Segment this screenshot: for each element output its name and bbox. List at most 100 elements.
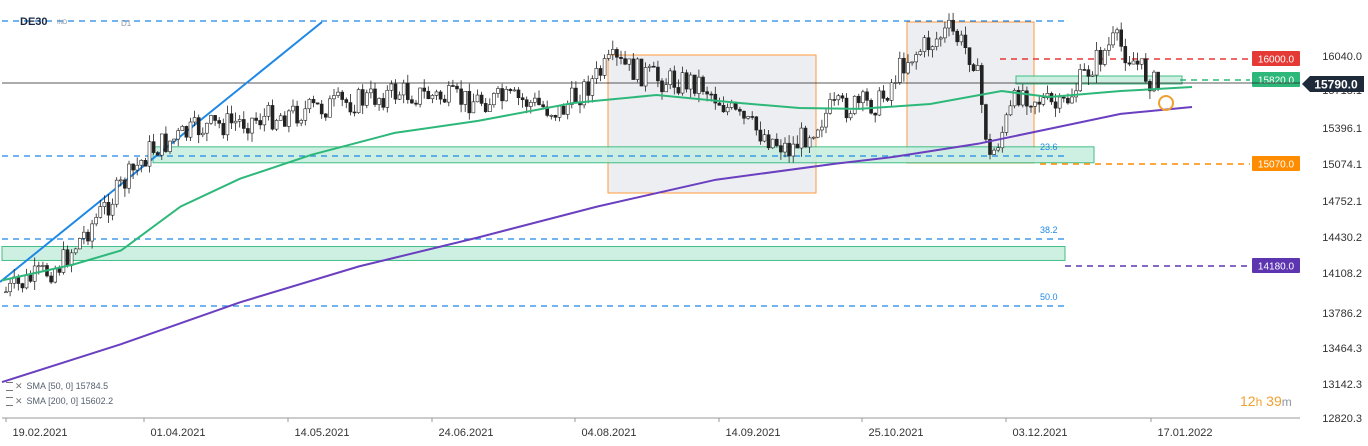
candle-body bbox=[69, 252, 74, 266]
candle-body bbox=[496, 88, 500, 94]
candle-body bbox=[951, 19, 955, 32]
candle-body bbox=[369, 88, 373, 94]
candle-body bbox=[323, 113, 328, 118]
y-tick-label: 14108.2 bbox=[1322, 268, 1362, 280]
candle-body bbox=[205, 122, 209, 134]
candle-body bbox=[434, 91, 439, 96]
candle-body bbox=[549, 115, 554, 117]
y-tick-label: 13786.2 bbox=[1322, 308, 1362, 320]
candle-body bbox=[754, 116, 759, 131]
candle-body bbox=[192, 117, 197, 123]
candle-body bbox=[82, 231, 86, 239]
candle-body bbox=[918, 51, 923, 55]
candle-body bbox=[1123, 46, 1128, 64]
candle-body bbox=[795, 143, 800, 149]
candle-body bbox=[774, 138, 779, 146]
candle-body bbox=[24, 274, 29, 289]
candle-body bbox=[988, 139, 992, 155]
candle-body bbox=[1025, 90, 1029, 107]
candle-body bbox=[943, 27, 947, 39]
fibonacci-label: 38.2 bbox=[1040, 225, 1058, 235]
candle-body bbox=[1103, 50, 1107, 65]
legend-sma200-name: SMA bbox=[26, 396, 46, 406]
candle-body bbox=[1107, 44, 1111, 51]
candle-body bbox=[889, 82, 894, 101]
timer-hours: 12 bbox=[1240, 393, 1256, 409]
legend-sma50-params: [50, 0] bbox=[48, 381, 74, 391]
candle-body bbox=[438, 91, 443, 100]
level-tag-label: 15070.0 bbox=[1258, 160, 1295, 171]
candle-body bbox=[631, 58, 636, 80]
legend-sma200[interactable]: ✕ SMA [200, 0] 15602.2 bbox=[6, 396, 113, 407]
candle-body bbox=[869, 100, 873, 114]
candle-body bbox=[172, 138, 176, 142]
candle-body bbox=[311, 99, 316, 104]
candle-body bbox=[606, 54, 611, 59]
candle-body bbox=[537, 97, 541, 105]
timer-minutes: 39 bbox=[1266, 393, 1282, 409]
candle-body bbox=[848, 113, 853, 119]
candle-body bbox=[426, 90, 431, 100]
candle-body bbox=[615, 49, 619, 58]
candle-body bbox=[1016, 89, 1021, 106]
candle-body bbox=[282, 115, 287, 127]
close-icon[interactable]: ✕ bbox=[15, 396, 23, 406]
candle-body bbox=[1090, 74, 1095, 77]
candles bbox=[4, 12, 1160, 297]
candle-body bbox=[217, 120, 221, 124]
candle-body bbox=[213, 115, 217, 121]
candle-body bbox=[119, 179, 123, 182]
y-tick-label: 14430.2 bbox=[1322, 232, 1362, 244]
x-tick-label: 14.05.2021 bbox=[294, 427, 349, 439]
candle-body bbox=[545, 106, 550, 116]
candle-body bbox=[701, 76, 705, 92]
candle-body bbox=[20, 283, 25, 289]
last-price-tag bbox=[1302, 76, 1364, 92]
legend-settings-icon[interactable] bbox=[6, 382, 13, 392]
candle-body bbox=[766, 134, 771, 149]
candle-body bbox=[500, 88, 504, 102]
candle-body bbox=[832, 99, 837, 101]
candle-body bbox=[418, 87, 422, 105]
candle-body bbox=[590, 78, 595, 96]
candle-body bbox=[582, 81, 586, 106]
candle-body bbox=[533, 97, 537, 103]
candle-body bbox=[164, 133, 168, 152]
candle-body bbox=[717, 102, 722, 106]
candle-body bbox=[262, 115, 267, 126]
legend-settings-icon[interactable] bbox=[6, 397, 13, 407]
y-tick-label: 12820.3 bbox=[1322, 413, 1362, 425]
candle-body bbox=[49, 275, 53, 283]
support-zone bbox=[1, 246, 1066, 261]
candle-body bbox=[258, 120, 263, 126]
candle-body bbox=[934, 38, 939, 47]
close-icon[interactable]: ✕ bbox=[15, 381, 23, 391]
candle-body bbox=[996, 147, 1001, 151]
candle-body bbox=[975, 65, 980, 71]
candle-body bbox=[803, 127, 808, 148]
candle-body bbox=[41, 265, 45, 267]
timeframe-label: D1 bbox=[121, 19, 132, 28]
candle-body bbox=[619, 56, 623, 59]
candle-body bbox=[1156, 71, 1160, 89]
candle-body bbox=[1000, 132, 1005, 149]
candle-body bbox=[225, 113, 230, 136]
candle-body bbox=[471, 101, 476, 114]
candle-body bbox=[824, 112, 828, 128]
candle-body bbox=[856, 95, 861, 104]
candle-body bbox=[381, 98, 386, 108]
candle-body bbox=[861, 91, 865, 104]
candle-body bbox=[139, 160, 144, 166]
x-tick-label: 25.10.2021 bbox=[868, 427, 923, 439]
legend-sma50[interactable]: ✕ SMA [50, 0] 15784.5 bbox=[6, 381, 108, 392]
candle-body bbox=[250, 117, 254, 134]
candle-body bbox=[799, 127, 804, 149]
x-tick-label: 17.01.2022 bbox=[1157, 427, 1212, 439]
support-zone bbox=[152, 146, 1095, 164]
y-tick-label: 15074.1 bbox=[1322, 159, 1362, 171]
candle-body bbox=[922, 37, 927, 52]
candle-body bbox=[4, 291, 8, 294]
candle-body bbox=[352, 111, 357, 114]
legend-sma200-params: [200, 0] bbox=[48, 396, 79, 406]
candle-body bbox=[344, 99, 349, 103]
